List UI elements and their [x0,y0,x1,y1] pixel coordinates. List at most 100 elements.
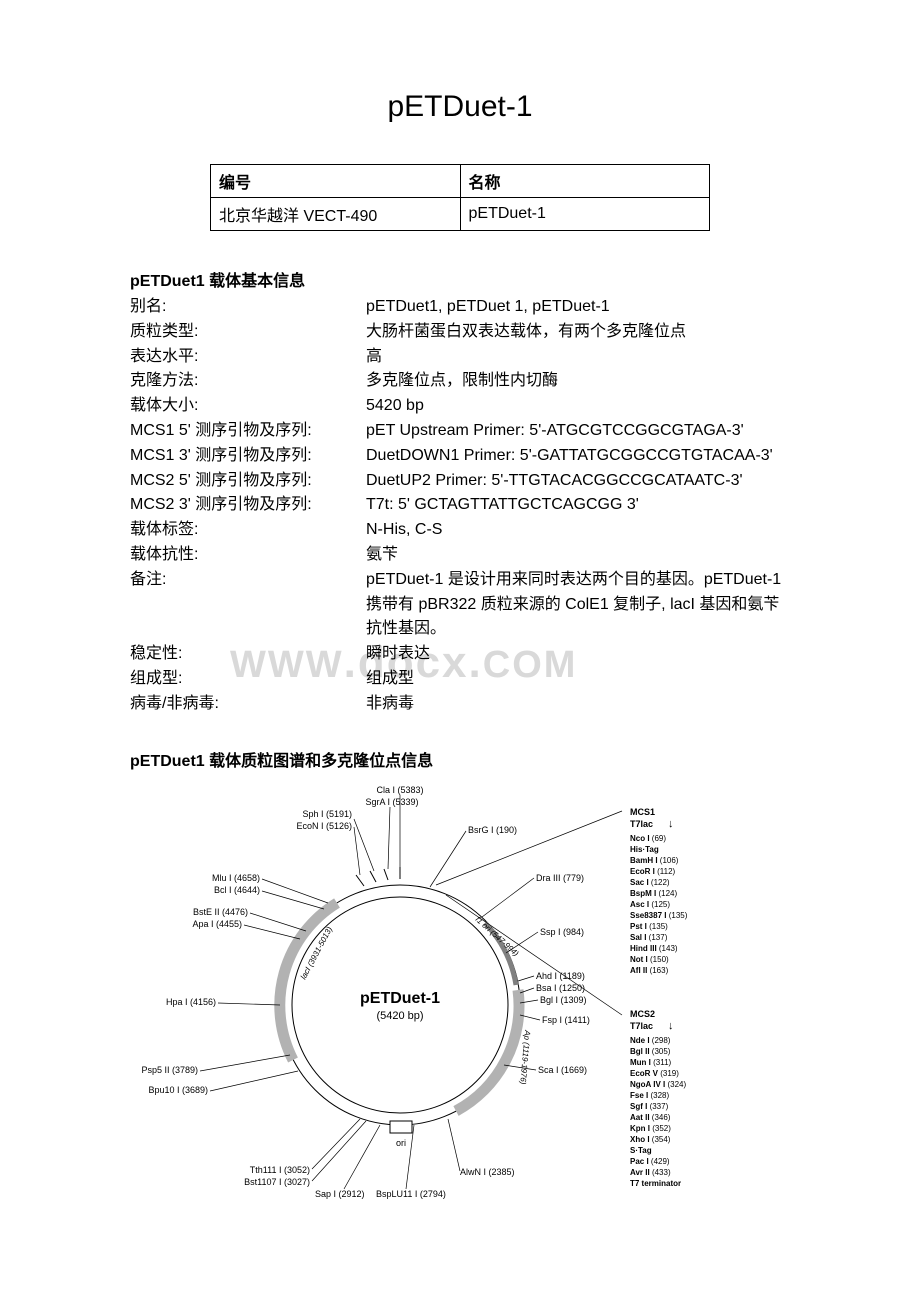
right-label: Dra III (779) [536,873,584,883]
kv-label: MCS1 3' 测序引物及序列: [130,444,366,469]
kv-label: 表达水平: [130,345,366,370]
mcs-item: Hind III (143) [630,944,678,953]
svg-text:↓: ↓ [668,1020,674,1032]
kv-value: 5420 bp [366,394,790,419]
mcs-item: Bgl II (305) [630,1047,671,1056]
mcs-item: Pst I (135) [630,922,668,931]
mcs-item: Aat II (346) [630,1113,671,1122]
bottom-label: BspLU11 I (2794) [376,1189,446,1199]
plasmid-name: pETDuet-1 [360,990,440,1007]
kv-label: 载体大小: [130,394,366,419]
bottom-label: Bst1107 I (3027) [244,1177,310,1187]
id-table-h1: 编号 [211,165,461,198]
right-label: Ssp I (984) [540,927,584,937]
plasmid-map: ori pETDuet-1 (5420 bp) Cla I (5383) Sgr… [130,775,790,1215]
kv-value: 高 [366,345,790,370]
left-label: BstE II (4476) [193,907,248,917]
kv-value: N-His, C-S [366,518,790,543]
mcs-item: Afl II (163) [630,966,669,975]
right-label: BsrG I (190) [468,825,517,835]
kv-value: 氨苄 [366,543,790,568]
id-table-h2: 名称 [460,165,710,198]
kv-label: 稳定性: [130,642,366,667]
top-label: SgrA I (5339) [365,797,418,807]
mcs-item: T7 terminator [630,1179,681,1188]
left-label: Bpu10 I (3689) [148,1085,208,1095]
kv-label: 载体标签: [130,518,366,543]
right-label: Bgl I (1309) [540,995,587,1005]
svg-text:MCS1: MCS1 [630,807,655,817]
left-label: Hpa I (4156) [166,997,216,1007]
mcs-item: Fse I (328) [630,1091,669,1100]
bottom-label: Sap I (2912) [315,1189,365,1199]
kv-value: pET Upstream Primer: 5'-ATGCGTCCGGCGTAGA… [366,419,790,444]
mcs-item: BspM I (124) [630,889,677,898]
mcs-item: Nde I (298) [630,1036,671,1045]
left-label: Psp5 II (3789) [141,1065,198,1075]
svg-text:↓: ↓ [668,818,674,830]
kv-value: 非病毒 [366,692,790,717]
ori-label: ori [396,1138,406,1148]
kv-label: 组成型: [130,667,366,692]
mcs-item: Asc I (125) [630,900,670,909]
mcs-item: Sal I (137) [630,933,668,942]
basic-info-header: pETDuet1 载体基本信息 [130,267,790,291]
mcs-item: EcoR I (112) [630,867,676,876]
mcs-item: Not I (150) [630,955,669,964]
kv-value: 瞬时表达 [366,642,790,667]
mcs-item: EcoR V (319) [630,1069,679,1078]
top-label: EcoN I (5126) [296,821,352,831]
id-table-c2: pETDuet-1 [460,198,710,231]
left-label: Mlu I (4658) [212,873,260,883]
plasmid-size: (5420 bp) [376,1010,423,1022]
svg-text:MCS2: MCS2 [630,1009,655,1019]
mcs-item: Avr II (433) [630,1168,671,1177]
kv-value: 大肠杆菌蛋白双表达载体，有两个多克隆位点 [366,320,790,345]
mcs-item: S·Tag [630,1146,652,1155]
kv-value: DuetUP2 Primer: 5'-TTGTACACGGCCGCATAATC-… [366,469,790,494]
id-table: 编号 名称 北京华越洋 VECT-490 pETDuet-1 [210,164,710,231]
mcs-item: Mun I (311) [630,1058,672,1067]
kv-label: 备注: [130,568,366,642]
mcs-item: Nco I (69) [630,834,666,843]
svg-text:T7lac: T7lac [630,819,653,829]
kv-label: 别名: [130,295,366,320]
map-header: pETDuet1 载体质粒图谱和多克隆位点信息 [130,747,790,771]
mcs-item: NgoA IV I (324) [630,1080,687,1089]
right-label: Fsp I (1411) [542,1015,590,1025]
top-label: Sph I (5191) [302,809,352,819]
bottom-label: Tth111 I (3052) [250,1165,310,1175]
kv-value: pETDuet1, pETDuet 1, pETDuet-1 [366,295,790,320]
kv-label: 质粒类型: [130,320,366,345]
right-label: Sca I (1669) [538,1065,587,1075]
mcs-item: Kpn I (352) [630,1124,671,1133]
kv-value: 多克隆位点，限制性内切酶 [366,369,790,394]
top-label: Cla I (5383) [376,785,423,795]
mcs-item: Sac I (122) [630,878,670,887]
mcs-item: Xho I (354) [630,1135,671,1144]
bottom-label: AlwN I (2385) [460,1167,515,1177]
mcs-item: Sse8387 I (135) [630,911,688,920]
basic-info-list: 别名:pETDuet1, pETDuet 1, pETDuet-1 质粒类型:大… [130,295,790,717]
kv-label: 载体抗性: [130,543,366,568]
mcs-item: BamH I (106) [630,856,679,865]
kv-value: T7t: 5' GCTAGTTATTGCTCAGCGG 3' [366,493,790,518]
kv-label: MCS2 3' 测序引物及序列: [130,493,366,518]
svg-text:T7lac: T7lac [630,1021,653,1031]
left-label: Bcl I (4644) [214,885,260,895]
mcs-item: Sgf I (337) [630,1102,669,1111]
right-label: Ahd I (1189) [536,971,585,981]
mcs-item: Pac I (429) [630,1157,670,1166]
kv-label: MCS2 5' 测序引物及序列: [130,469,366,494]
id-table-c1: 北京华越洋 VECT-490 [211,198,461,231]
kv-label: 克隆方法: [130,369,366,394]
kv-value: 组成型 [366,667,790,692]
page-title: pETDuet-1 [130,90,790,124]
inner-label: f1 ori (547-994) [474,914,521,958]
left-label: Apa I (4455) [192,919,242,929]
kv-value: DuetDOWN1 Primer: 5'-GATTATGCGGCCGTGTACA… [366,444,790,469]
kv-value: pETDuet-1 是设计用来同时表达两个目的基因。pETDuet-1 携带有 … [366,568,790,642]
kv-label: MCS1 5' 测序引物及序列: [130,419,366,444]
mcs-item: His·Tag [630,845,659,854]
kv-label: 病毒/非病毒: [130,692,366,717]
